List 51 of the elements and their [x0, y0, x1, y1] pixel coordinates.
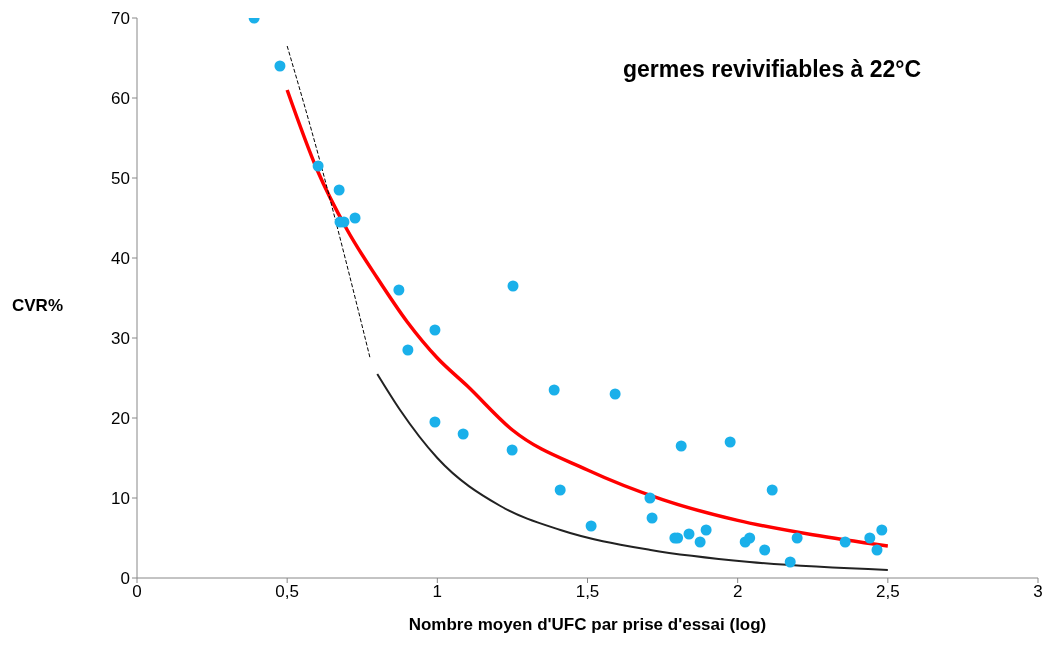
point: [506, 444, 518, 456]
point: [548, 384, 560, 396]
point: [312, 160, 324, 172]
point: [766, 484, 778, 496]
point: [429, 416, 441, 428]
x-tick-label: 1,5: [575, 582, 600, 602]
y-tick-label: 10: [111, 489, 130, 509]
point: [507, 280, 519, 292]
point: [333, 184, 345, 196]
point: [675, 440, 687, 452]
y-tick-label: 30: [111, 329, 130, 349]
point: [694, 536, 706, 548]
x-tick-label: 1: [432, 582, 443, 602]
point: [864, 532, 876, 544]
y-tick-label: 20: [111, 409, 130, 429]
x-tick-label: 2: [732, 582, 743, 602]
y-axis-title: CVR%: [12, 296, 64, 316]
point: [683, 528, 695, 540]
y-tick-label: 70: [111, 9, 130, 29]
point: [402, 344, 414, 356]
point: [609, 388, 621, 400]
line-series: [376, 373, 889, 571]
x-tick-label: 2,5: [876, 582, 900, 602]
point: [784, 556, 796, 568]
point: [839, 536, 851, 548]
point: [876, 524, 888, 536]
text: germes revivifiables à 22°C: [623, 56, 922, 83]
point: [429, 324, 441, 336]
point: [724, 436, 736, 448]
x-tick-label: 3: [1033, 582, 1043, 602]
y-tick-label: 0: [120, 569, 130, 589]
point: [744, 532, 756, 544]
point: [871, 544, 883, 556]
x-axis-title: Nombre moyen d'UFC par prise d'essai (log): [408, 615, 767, 634]
point: [274, 60, 286, 72]
point: [791, 532, 803, 544]
point: [646, 512, 658, 524]
y-tick-label: 60: [111, 89, 130, 109]
line-series: [286, 45, 371, 359]
y-tick-label: 50: [111, 169, 130, 189]
point: [585, 520, 597, 532]
line-series: [285, 88, 890, 548]
point: [457, 428, 469, 440]
point: [393, 284, 405, 296]
y-tick-label: 40: [111, 249, 130, 269]
x-tick-label: 0,5: [275, 582, 299, 602]
point: [759, 544, 771, 556]
point: [644, 492, 656, 504]
point: [554, 484, 566, 496]
point: [349, 212, 361, 224]
point: [700, 524, 712, 536]
